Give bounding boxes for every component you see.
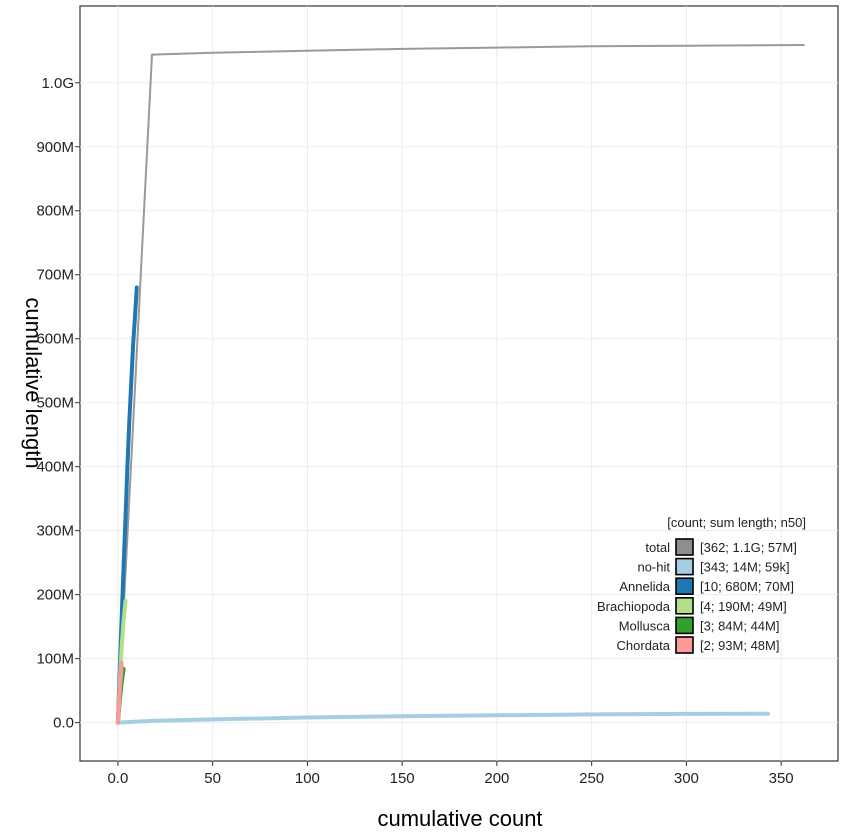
y-tick-label: 1.0G bbox=[41, 75, 74, 92]
x-tick-label: 50 bbox=[204, 770, 221, 787]
legend-info: [2; 93M; 48M] bbox=[700, 638, 779, 653]
series-lines bbox=[115, 44, 805, 725]
legend: [count; sum length; n50] total [362; 1.1G;… bbox=[597, 515, 806, 654]
legend-swatch bbox=[675, 596, 694, 615]
legend-name: Mollusca bbox=[619, 618, 671, 633]
legend-entry: no-hit [343; 14M; 59k] bbox=[637, 557, 790, 576]
y-tick-label: 200M bbox=[36, 587, 74, 604]
y-tick-label: 500M bbox=[36, 395, 74, 412]
plot-panel bbox=[79, 5, 839, 762]
y-tick-label: 100M bbox=[36, 651, 74, 668]
legend-name: Chordata bbox=[617, 638, 671, 653]
series-line-chordata bbox=[115, 661, 124, 725]
y-tick-label: 300M bbox=[36, 523, 74, 540]
x-tick-label: 200 bbox=[484, 770, 509, 787]
series-line-no-hit bbox=[115, 711, 770, 725]
y-axis-label: cumulative length bbox=[21, 297, 46, 468]
x-tick-label: 250 bbox=[579, 770, 604, 787]
legend-info: [343; 14M; 59k] bbox=[700, 560, 790, 575]
legend-entry: Chordata [2; 93M; 48M] bbox=[617, 636, 779, 654]
y-tick-label: 700M bbox=[36, 267, 74, 284]
legend-entry: Mollusca [3; 84M; 44M] bbox=[619, 616, 779, 635]
legend-swatch bbox=[675, 538, 694, 556]
legend-entry: total [362; 1.1G; 57M] bbox=[645, 538, 797, 556]
legend-name: no-hit bbox=[637, 560, 670, 575]
legend-info: [4; 190M; 49M] bbox=[700, 599, 787, 614]
legend-swatch bbox=[675, 577, 694, 596]
grid-lines bbox=[80, 6, 838, 761]
legend-name: Annelida bbox=[619, 579, 670, 594]
legend-swatch bbox=[675, 616, 694, 635]
legend-entry: Annelida [10; 680M; 70M] bbox=[619, 577, 794, 596]
series-line-total bbox=[116, 44, 805, 724]
x-tick-label: 0.0 bbox=[107, 770, 128, 787]
legend-title: [count; sum length; n50] bbox=[667, 515, 806, 530]
y-tick-label: 0.0 bbox=[53, 715, 74, 732]
legend-info: [362; 1.1G; 57M] bbox=[700, 540, 797, 555]
legend-entry: Brachiopoda [4; 190M; 49M] bbox=[597, 596, 787, 615]
y-tick-label: 900M bbox=[36, 139, 74, 156]
y-tick-label: 400M bbox=[36, 459, 74, 476]
x-axis-label: cumulative count bbox=[377, 806, 542, 831]
legend-name: total bbox=[645, 540, 670, 555]
x-tick-label: 300 bbox=[674, 770, 699, 787]
legend-info: [3; 84M; 44M] bbox=[700, 618, 779, 633]
legend-name: Brachiopoda bbox=[597, 599, 671, 614]
legend-swatch bbox=[675, 557, 694, 576]
x-tick-label: 350 bbox=[769, 770, 794, 787]
y-axis-ticks: 0.0 100M 200M 300M 400M 500M 600M 700M 800M 900M 1… bbox=[36, 75, 80, 732]
legend-info: [10; 680M; 70M] bbox=[700, 579, 794, 594]
x-tick-label: 100 bbox=[295, 770, 320, 787]
legend-swatch bbox=[675, 636, 694, 654]
x-axis-ticks: 0.0 50 100 150 200 250 300 350 bbox=[107, 761, 794, 787]
y-tick-label: 600M bbox=[36, 331, 74, 348]
x-tick-label: 150 bbox=[390, 770, 415, 787]
y-tick-label: 800M bbox=[36, 203, 74, 220]
